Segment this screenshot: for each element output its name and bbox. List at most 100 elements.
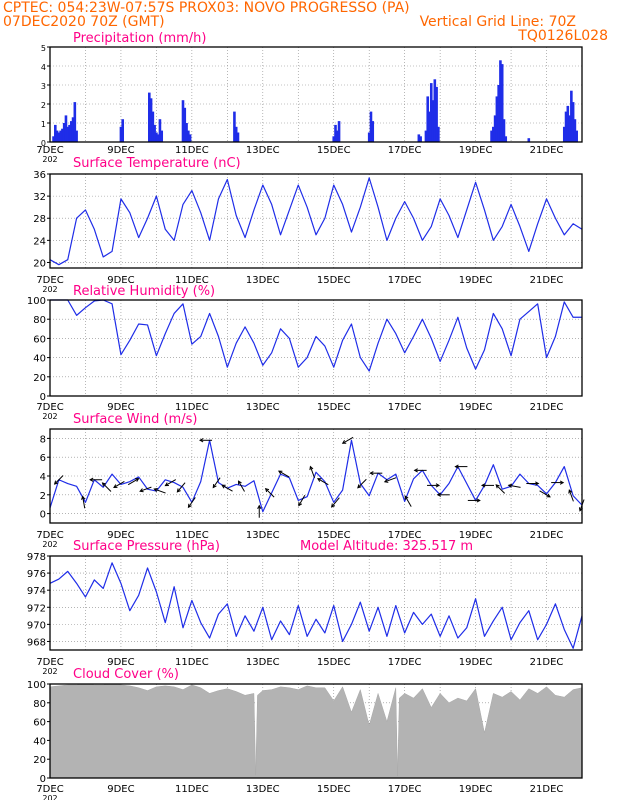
y-tick-label: 20	[33, 755, 46, 766]
x-tick-label: 9DEC	[107, 402, 134, 413]
x-tick-label: 13DEC	[246, 402, 280, 413]
precipitation-bar	[566, 105, 570, 142]
precipitation-bar	[59, 130, 62, 142]
x-tick-label: 7DEC	[36, 784, 63, 795]
precipitation-bar	[153, 124, 156, 142]
x-tick-label: 15DEC	[317, 784, 351, 795]
wind-vector-arrow	[212, 477, 221, 488]
wind-vector-arrowhead	[476, 498, 481, 503]
wind-vector-arrow	[102, 482, 112, 492]
wind-vector-arrowhead	[264, 487, 270, 493]
x-year-stub: 202	[42, 667, 57, 676]
precipitation-bar	[160, 130, 164, 142]
y-tick-label: 0	[40, 392, 46, 403]
precipitation-bar	[335, 130, 339, 142]
x-tick-label: 13DEC	[246, 275, 280, 286]
y-tick-label: 972	[27, 603, 46, 614]
y-tick-label: 60	[33, 334, 46, 345]
wind-vector-arrowhead	[546, 493, 551, 498]
y-tick-label: 976	[27, 569, 46, 580]
x-tick-label: 13DEC	[246, 657, 280, 668]
precipitation-bar	[492, 126, 495, 142]
wind-vector-arrowhead	[316, 478, 322, 482]
wind-vector-arrow	[127, 478, 139, 486]
wind-vector-arrowhead	[309, 465, 314, 471]
x-tick-label: 15DEC	[317, 530, 351, 541]
wind-vector-arrow	[342, 436, 354, 444]
precipitation-bar	[155, 132, 158, 142]
x-tick-label: 17DEC	[388, 657, 422, 668]
y-tick-label: 2	[41, 101, 46, 110]
wind-vector-arrowhead	[330, 503, 336, 508]
precipitation-bar	[181, 100, 185, 142]
x-tick-label: 15DEC	[317, 275, 351, 286]
x-tick-label: 11DEC	[175, 784, 209, 795]
y-tick-label: 40	[33, 736, 46, 747]
wind-vector-arrowhead	[383, 478, 389, 483]
pres-series-line	[49, 562, 583, 649]
precipitation-bar	[185, 123, 188, 142]
wind-vector-arrowhead	[257, 504, 262, 510]
x-tick-label: 17DEC	[388, 784, 422, 795]
y-tick-label: 80	[33, 315, 46, 326]
model-altitude-note: Model Altitude: 325.517 m	[300, 539, 473, 554]
panel-frame	[49, 555, 583, 651]
wind-vector-arrow	[539, 490, 551, 498]
temp-series-line	[49, 177, 583, 266]
precipitation-bar	[568, 115, 571, 142]
wind-vector-arrow	[188, 497, 196, 508]
x-tick-label: 9DEC	[107, 530, 134, 541]
precipitation-bar	[332, 136, 336, 142]
precipitation-bar	[61, 128, 64, 142]
precipitation-bar	[233, 111, 236, 142]
y-tick-label: 2	[40, 491, 46, 502]
precipitation-bar	[234, 126, 238, 142]
precipitation-bar	[187, 130, 190, 142]
wind-vector-arrow	[82, 496, 86, 509]
x-tick-label: 11DEC	[175, 275, 209, 286]
x-tick-label: 7DEC	[36, 275, 63, 286]
x-tick-label: 9DEC	[107, 784, 134, 795]
x-tick-label: 11DEC	[175, 402, 209, 413]
precipitation-bar	[121, 119, 125, 142]
wind-vector-arrowhead	[176, 488, 181, 493]
wind-vector-arrowhead	[535, 481, 540, 486]
x-tick-label: 11DEC	[175, 145, 209, 156]
x-tick-label: 13DEC	[246, 530, 280, 541]
x-year-stub: 202	[42, 794, 57, 800]
precipitation-bar	[499, 60, 502, 142]
wind-vector-arrowhead	[480, 483, 486, 488]
precipitation-bar	[504, 136, 508, 142]
x-year-stub: 202	[42, 540, 57, 549]
y-tick-label: 978	[27, 552, 46, 563]
precipitation-bar	[158, 119, 162, 142]
wind-vector-arrowhead	[139, 488, 144, 493]
precipitation-bar	[419, 136, 422, 142]
wind-vector-arrow	[278, 470, 290, 478]
wind-vector-arrow	[309, 466, 315, 479]
x-tick-label: 21DEC	[530, 402, 564, 413]
x-tick-label: 7DEC	[36, 657, 63, 668]
x-tick-label: 21DEC	[530, 145, 564, 156]
precipitation-bar	[73, 102, 77, 142]
wind-vector-arrowhead	[454, 464, 459, 469]
y-tick-label: 20	[33, 373, 46, 384]
precipitation-bar	[502, 119, 506, 142]
precipitation-bar	[149, 98, 153, 142]
precipitation-bar	[573, 119, 577, 142]
cloud-cover-area	[49, 683, 583, 779]
y-tick-label: 6	[40, 453, 46, 464]
panel-frame	[49, 173, 583, 269]
x-tick-label: 21DEC	[530, 784, 564, 795]
cloud-title: Cloud Cover (%)	[73, 667, 179, 682]
wind-vector-arrowhead	[81, 495, 86, 500]
wind-vector-arrow	[176, 482, 186, 493]
precipitation-bar	[437, 126, 440, 142]
precipitation-bar	[334, 124, 337, 142]
x-tick-label: 17DEC	[388, 145, 422, 156]
precipitation-bar	[55, 130, 59, 142]
precipitation-bar	[431, 100, 435, 142]
precipitation-bar	[570, 90, 573, 142]
precipitation-bar	[429, 83, 433, 142]
